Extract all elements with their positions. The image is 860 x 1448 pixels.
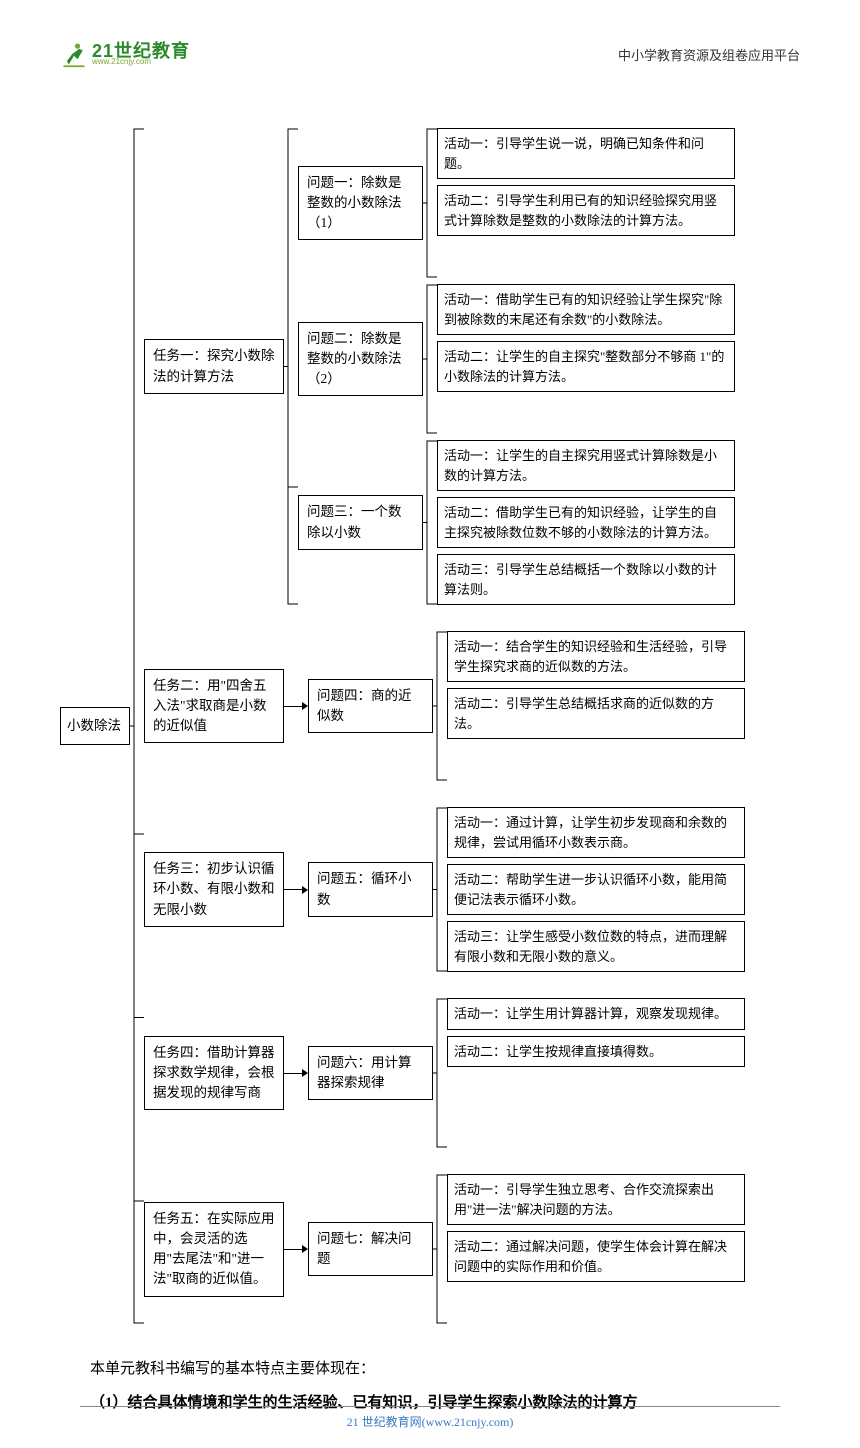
page-footer: 21 世纪教育网(www.21cnjy.com) — [80, 1406, 780, 1430]
bracket-icon — [433, 631, 447, 781]
task-row: 任务一：探究小数除法的计算方法 问题一：除数是整数的小数除法（1） 活动一：引导学生… — [144, 128, 745, 605]
task-row: 任务三：初步认识循环小数、有限小数和无限小数问题五：循环小数活动一：通过计算，让… — [144, 807, 745, 972]
task-node: 任务三：初步认识循环小数、有限小数和无限小数 — [144, 852, 284, 927]
activity-node: 活动二：让学生的自主探究"整数部分不够商 1"的小数除法的计算方法。 — [437, 341, 735, 392]
question-node: 问题一：除数是整数的小数除法（1） — [298, 166, 423, 241]
bracket-icon — [433, 807, 447, 972]
activity-node: 活动二：引导学生总结概括求商的近似数的方法。 — [447, 688, 745, 739]
task-row: 任务五：在实际应用中，会灵活的选用"去尾法"和"进一法"取商的近似值。问题七：解… — [144, 1174, 745, 1324]
activity-node: 活动一：引导学生说一说，明确已知条件和问题。 — [437, 128, 735, 179]
question-node: 问题三：一个数除以小数 — [298, 495, 423, 550]
bracket-icon — [423, 440, 437, 605]
activity-node: 活动一：通过计算，让学生初步发现商和余数的规律，尝试用循环小数表示商。 — [447, 807, 745, 858]
task-row: 任务二：用"四舍五入法"求取商是小数的近似值问题四：商的近似数活动一：结合学生的… — [144, 631, 745, 781]
root-node: 小数除法 — [60, 707, 130, 745]
activity-node: 活动二：通过解决问题，使学生体会计算在解决问题中的实际作用和价值。 — [447, 1231, 745, 1282]
logo: 21世纪教育 www.21cnjy.com — [60, 40, 190, 68]
question-node: 问题二：除数是整数的小数除法（2） — [298, 322, 423, 397]
bracket-icon — [284, 128, 298, 605]
footer-text: 21 世纪教育网(www.21cnjy.com) — [347, 1415, 514, 1429]
activity-node: 活动一：引导学生独立思考、合作交流探索出用"进一法"解决问题的方法。 — [447, 1174, 745, 1225]
bracket-icon — [433, 1174, 447, 1324]
question-row: 问题一：除数是整数的小数除法（1） 活动一：引导学生说一说，明确已知条件和问题。活… — [298, 128, 735, 278]
arrow-icon — [284, 702, 308, 710]
activity-node: 活动一：让学生用计算器计算，观察发现规律。 — [447, 998, 745, 1030]
logo-text-en: www.21cnjy.com — [92, 58, 190, 66]
question-row: 问题七：解决问题活动一：引导学生独立思考、合作交流探索出用"进一法"解决问题的方… — [308, 1174, 745, 1324]
body-paragraph-1: 本单元教科书编写的基本特点主要体现在： — [60, 1354, 800, 1384]
arrow-icon — [284, 886, 308, 894]
bracket-icon — [433, 998, 447, 1148]
activity-node: 活动二：借助学生已有的知识经验，让学生的自主探究被除数位数不够的小数除法的计算方… — [437, 497, 735, 548]
activity-node: 活动二：引导学生利用已有的知识经验探究用竖式计算除数是整数的小数除法的计算方法。 — [437, 185, 735, 236]
bracket-icon — [130, 128, 144, 1324]
activity-node: 活动二：让学生按规律直接填得数。 — [447, 1036, 745, 1068]
question-row: 问题五：循环小数活动一：通过计算，让学生初步发现商和余数的规律，尝试用循环小数表… — [308, 807, 745, 972]
bracket-icon — [423, 128, 437, 278]
activity-node: 活动二：帮助学生进一步认识循环小数，能用简便记法表示循环小数。 — [447, 864, 745, 915]
question-node: 问题五：循环小数 — [308, 862, 433, 917]
activity-node: 活动一：结合学生的知识经验和生活经验，引导学生探究求商的近似数的方法。 — [447, 631, 745, 682]
arrow-icon — [284, 1245, 308, 1253]
activity-node: 活动三：让学生感受小数位数的特点，进而理解有限小数和无限小数的意义。 — [447, 921, 745, 972]
task-row: 任务四：借助计算器探求数学规律，会根据发现的规律写商问题六：用计算器探索规律活动… — [144, 998, 745, 1148]
bracket-icon — [423, 284, 437, 434]
question-node: 问题四：商的近似数 — [308, 679, 433, 734]
task-node: 任务一：探究小数除法的计算方法 — [144, 339, 284, 394]
question-row: 问题二：除数是整数的小数除法（2） 活动一：借助学生已有的知识经验让学生探究"除到… — [298, 284, 735, 434]
question-node: 问题七：解决问题 — [308, 1222, 433, 1277]
header-right-text: 中小学教育资源及组卷应用平台 — [618, 45, 800, 64]
runner-icon — [60, 40, 88, 68]
task-node: 任务二：用"四舍五入法"求取商是小数的近似值 — [144, 669, 284, 744]
activity-node: 活动一：让学生的自主探究用竖式计算除数是小数的计算方法。 — [437, 440, 735, 491]
page-header: 21世纪教育 www.21cnjy.com 中小学教育资源及组卷应用平台 — [60, 40, 800, 68]
arrow-icon — [284, 1069, 308, 1077]
question-row: 问题六：用计算器探索规律活动一：让学生用计算器计算，观察发现规律。活动二：让学生… — [308, 998, 745, 1148]
tree-diagram: 小数除法 任务一：探究小数除法的计算方法 问题一：除数是整数的小数除法（1） 活动一… — [60, 128, 800, 1324]
question-row: 问题四：商的近似数活动一：结合学生的知识经验和生活经验，引导学生探究求商的近似数… — [308, 631, 745, 781]
task-node: 任务四：借助计算器探求数学规律，会根据发现的规律写商 — [144, 1036, 284, 1111]
question-node: 问题六：用计算器探索规律 — [308, 1046, 433, 1101]
activity-node: 活动一：借助学生已有的知识经验让学生探究"除到被除数的末尾还有余数"的小数除法。 — [437, 284, 735, 335]
question-row: 问题三：一个数除以小数活动一：让学生的自主探究用竖式计算除数是小数的计算方法。活… — [298, 440, 735, 605]
activity-node: 活动三：引导学生总结概括一个数除以小数的计算法则。 — [437, 554, 735, 605]
